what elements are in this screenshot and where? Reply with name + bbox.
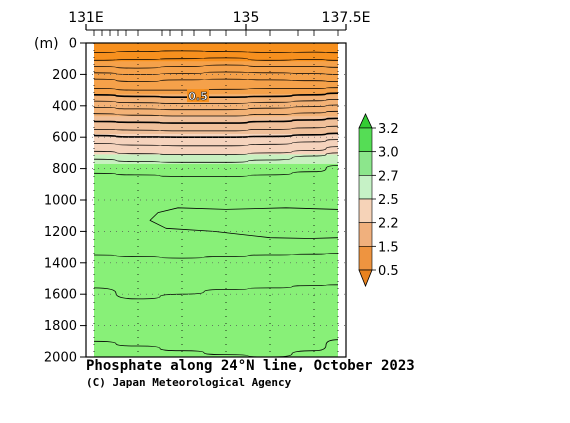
legend-swatch — [358, 198, 373, 223]
legend-label: 2.7 — [378, 169, 399, 184]
legend-swatch — [358, 127, 373, 152]
legend-label: 2.5 — [378, 193, 399, 208]
legend-swatch — [358, 175, 373, 200]
y-tick-label: 0 — [69, 37, 77, 52]
closed-contour — [149, 207, 339, 239]
y-tick-label: 200 — [52, 68, 77, 83]
axes: 0 200 400 600 800 1000 1200 1400 1600 1800 2000 131… — [44, 10, 371, 366]
y-tick-label: 600 — [52, 131, 77, 146]
contour-line — [93, 99, 339, 104]
chart-credit: (C) Japan Meteorological Agency — [86, 376, 292, 389]
y-tick-label: 1400 — [44, 256, 77, 271]
legend-swatch — [358, 222, 373, 247]
contour-line — [93, 87, 339, 91]
contour-line — [93, 50, 339, 54]
legend-arrow-bottom — [358, 269, 373, 288]
y-tick-label: 1200 — [44, 225, 77, 240]
y-axis-unit-label: (m) — [34, 36, 59, 52]
x-tick-label: 137.5E — [322, 10, 371, 26]
legend-swatch — [358, 246, 373, 271]
legend-arrow-top — [358, 113, 373, 129]
contour-line — [93, 117, 339, 124]
contour-line — [93, 253, 339, 259]
y-tick-label: 400 — [52, 99, 77, 114]
layer-band — [94, 94, 338, 117]
layer-band — [94, 43, 338, 62]
legend-label: 3.0 — [378, 146, 399, 161]
layer-band — [94, 154, 338, 164]
contour-label-bg — [187, 89, 209, 103]
y-tick-label: 1600 — [44, 288, 77, 303]
y-tick-label: 1000 — [44, 194, 77, 209]
contour-line — [93, 78, 339, 82]
color-legend: 3.2 3.0 2.7 2.5 2.2 1.5 0.5 — [358, 113, 399, 288]
legend-label: 3.2 — [378, 122, 399, 137]
layer-band — [94, 163, 338, 357]
contour-line — [93, 339, 339, 358]
contour-line — [93, 146, 339, 155]
legend-label: 1.5 — [378, 240, 399, 255]
contour-line — [93, 110, 339, 117]
y-tick-label: 2000 — [44, 351, 77, 366]
x-tick-label: 135 — [233, 10, 260, 26]
contour-line — [93, 284, 339, 300]
legend-swatch — [358, 151, 373, 176]
layer-band — [94, 134, 338, 155]
y-tick-label: 800 — [52, 162, 77, 177]
legend-label: 0.5 — [378, 264, 399, 279]
y-tick-label: 1800 — [44, 319, 77, 334]
contour-line — [93, 92, 339, 99]
chart-title: Phosphate along 24°N line, October 2023 — [86, 358, 415, 374]
x-tick-label: 131E — [68, 10, 104, 26]
contour-label: 0.5 — [188, 90, 208, 103]
legend-label: 2.2 — [378, 217, 399, 232]
